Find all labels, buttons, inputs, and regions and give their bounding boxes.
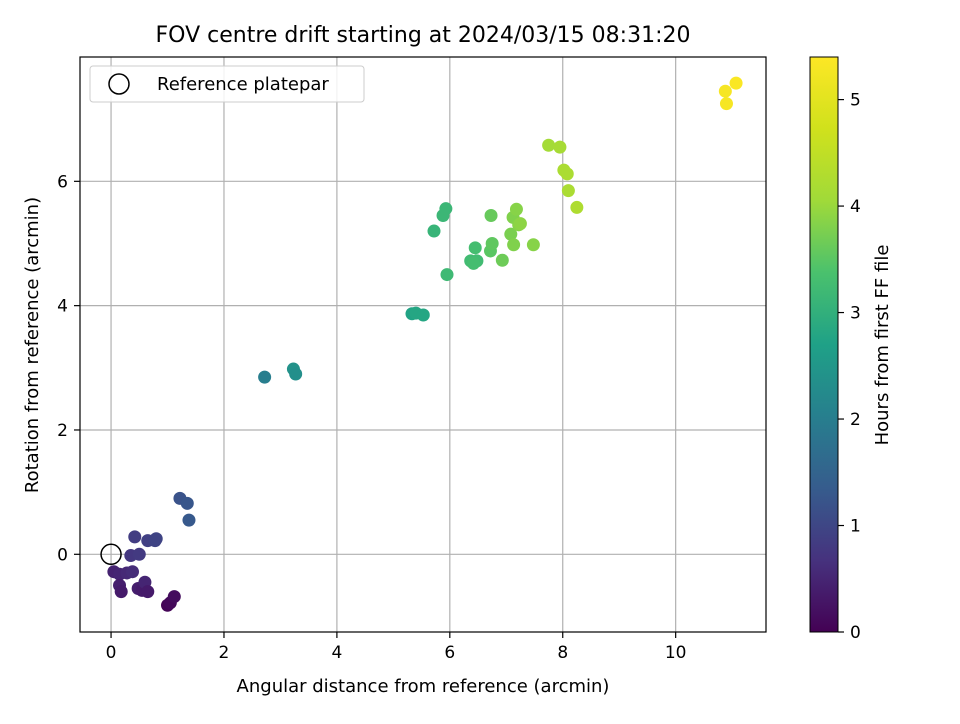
data-point	[553, 140, 567, 154]
data-point	[504, 227, 518, 241]
data-point	[126, 565, 140, 579]
data-point	[180, 496, 194, 510]
x-tick-label: 0	[106, 643, 117, 663]
colorbar-tick-label: 3	[850, 304, 861, 324]
y-axis-label: Rotation from reference (arcmin)	[22, 197, 43, 493]
data-point	[440, 268, 454, 282]
data-point	[182, 513, 196, 527]
data-point	[467, 256, 481, 270]
data-point	[439, 202, 453, 216]
x-tick-label: 2	[219, 643, 230, 663]
colorbar-tick-label: 2	[850, 410, 861, 430]
data-point	[485, 236, 499, 250]
y-axis-ticks: 0 2 4 6	[57, 172, 80, 565]
data-point	[509, 202, 523, 216]
data-point	[507, 238, 521, 252]
x-tick-label: 8	[557, 643, 568, 663]
data-point	[416, 308, 430, 322]
data-point	[468, 241, 482, 255]
legend: Reference platepar	[89, 65, 365, 103]
data-point	[526, 238, 540, 252]
data-point	[513, 217, 527, 231]
grid-lines	[80, 57, 766, 632]
data-point	[128, 530, 142, 544]
x-tick-label: 4	[331, 643, 342, 663]
data-point	[289, 367, 303, 381]
x-axis-ticks: 0 2 4 6 8 10	[106, 632, 687, 663]
y-tick-label: 0	[57, 545, 68, 565]
x-tick-label: 10	[665, 643, 687, 663]
colorbar-tick-label: 4	[850, 197, 861, 217]
data-point	[427, 224, 441, 238]
legend-reference-marker	[108, 73, 130, 95]
data-point	[114, 585, 128, 599]
data-point	[167, 590, 181, 604]
data-point	[561, 184, 575, 198]
reference-platepar-marker	[100, 543, 122, 566]
colorbar-ticks: 0 1 2 3 4 5	[838, 91, 861, 643]
data-point	[560, 167, 574, 181]
colorbar: 0 1 2 3 4 5 Hours from first FF file	[809, 56, 893, 643]
colorbar-tick-label: 5	[850, 91, 861, 111]
legend-entry-reference-platepar: Reference platepar	[157, 74, 329, 95]
colorbar-label: Hours from first FF file	[872, 245, 893, 446]
data-point	[132, 547, 146, 561]
data-point	[141, 585, 155, 599]
x-axis-label: Angular distance from reference (arcmin)	[237, 676, 610, 697]
data-point	[542, 138, 556, 152]
reference-marker-layer	[100, 543, 122, 566]
data-point	[149, 532, 163, 546]
x-tick-label: 6	[444, 643, 455, 663]
data-point	[495, 253, 509, 267]
y-tick-label: 4	[57, 297, 68, 317]
colorbar-tick-label: 1	[850, 517, 861, 537]
data-point	[719, 97, 733, 111]
data-point	[718, 84, 732, 98]
data-points	[107, 76, 743, 612]
data-point	[258, 370, 272, 384]
legend-box	[89, 65, 365, 103]
data-point	[484, 209, 498, 223]
colorbar-gradient	[809, 56, 839, 633]
colorbar-tick-label: 0	[850, 623, 861, 643]
y-tick-label: 6	[57, 172, 68, 192]
plot-area-frame	[79, 56, 767, 633]
chart-title: FOV centre drift starting at 2024/03/15 …	[156, 23, 691, 48]
data-point	[570, 200, 584, 214]
y-tick-label: 2	[57, 421, 68, 441]
data-point	[729, 76, 743, 90]
